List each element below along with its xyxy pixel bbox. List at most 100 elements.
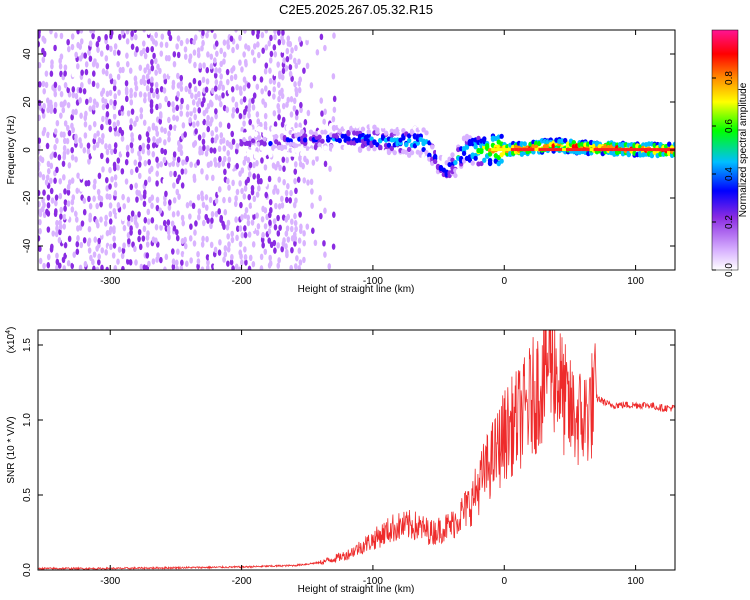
spectrogram-cell xyxy=(135,46,139,53)
spectrogram-cell xyxy=(109,98,113,106)
spectrogram-cell xyxy=(219,80,223,87)
spectrogram-cell xyxy=(179,85,184,92)
spectrogram-cell xyxy=(297,132,302,138)
spectrogram-cell xyxy=(212,204,217,212)
spectrogram-cell xyxy=(294,44,298,52)
spectrogram-peak-cell xyxy=(593,148,598,152)
spectrogram-cell xyxy=(58,178,63,185)
spectrogram-cell xyxy=(214,93,219,101)
spectrogram-cell xyxy=(146,107,151,114)
spectrogram-cell xyxy=(201,76,206,84)
spectrogram-cell xyxy=(302,240,306,247)
spectrogram-cell xyxy=(154,57,158,65)
spectrogram-cell xyxy=(263,164,268,171)
colorbar-tick-label: 0.6 xyxy=(724,119,735,133)
spectrogram-cell xyxy=(280,202,285,209)
spectrogram-cell xyxy=(149,86,154,94)
spectrogram-cell xyxy=(223,245,228,252)
spectrogram-cell xyxy=(311,227,315,234)
spectrogram-cell xyxy=(230,130,235,138)
spectrogram-cell xyxy=(143,189,147,196)
spectrogram-cell xyxy=(38,30,41,35)
spectrogram-cell xyxy=(101,132,105,140)
spectrogram-cell xyxy=(113,99,117,107)
spectrogram-cell xyxy=(255,83,260,90)
spectrogram-cell xyxy=(273,258,278,266)
spectrogram-cell xyxy=(208,254,213,262)
spectrogram-cell xyxy=(180,182,185,189)
spectrogram-cell xyxy=(104,69,109,77)
spectrogram-cell xyxy=(285,156,289,164)
spectrogram-cell xyxy=(66,86,70,94)
spectrogram-cell xyxy=(259,178,263,185)
spectrogram-cell xyxy=(65,137,70,145)
spectrogram-cell xyxy=(158,102,162,110)
spectrogram-cell xyxy=(327,263,332,270)
spectrogram-cell xyxy=(179,110,184,117)
spectrogram-cell xyxy=(299,106,303,114)
spectrogram-cell xyxy=(649,152,655,158)
spectrogram-cell xyxy=(244,43,248,50)
top-y-ticks: -40 -20 0 20 40 xyxy=(22,48,675,253)
spectrogram-cell xyxy=(305,158,310,165)
spectrogram-cell xyxy=(276,242,280,249)
spectrogram-cell xyxy=(196,258,201,265)
spectrogram-cell xyxy=(197,214,201,221)
spectrogram-cell xyxy=(213,246,218,253)
spectrogram-cell xyxy=(263,101,268,109)
spectrogram-cell xyxy=(146,218,151,225)
spectrogram-cell xyxy=(278,224,282,231)
spectrogram-cell xyxy=(176,51,181,59)
spectrogram-cell xyxy=(290,235,295,242)
spectrogram-cell xyxy=(53,86,57,94)
spectrogram-cell xyxy=(260,157,264,164)
spectrogram-cell xyxy=(158,207,163,214)
spectrogram-peak-cell xyxy=(495,148,500,152)
spectrogram-cell xyxy=(290,246,294,254)
spectrogram-cell xyxy=(305,34,310,41)
spectrogram-cell xyxy=(284,230,289,237)
spectrogram-cell xyxy=(196,47,201,54)
spectrogram-cell xyxy=(260,31,265,39)
spectrogram-cell xyxy=(49,30,53,35)
spectrogram-cell xyxy=(219,101,223,108)
spectrogram-cell xyxy=(93,57,97,65)
spectrogram-cell xyxy=(145,241,150,248)
spectrogram-cell xyxy=(292,97,297,105)
spectrogram-cell xyxy=(164,95,168,103)
spectrogram-cell xyxy=(70,122,74,130)
spectrogram-cell xyxy=(479,147,484,153)
spectrogram-cell xyxy=(166,225,171,232)
spectrogram-peak-cell xyxy=(585,148,590,152)
spectrogram-cell xyxy=(118,33,122,41)
spectrogram-cell xyxy=(147,260,151,268)
spectrogram-cell xyxy=(285,196,289,204)
spectrogram-cell xyxy=(59,32,64,40)
top-x-tick-label: 100 xyxy=(627,276,644,287)
spectrogram-cell xyxy=(120,148,125,155)
spectrogram-cell xyxy=(96,46,100,53)
spectrogram-cell xyxy=(226,150,231,157)
spectrogram-cell xyxy=(109,110,114,117)
spectrogram-cell xyxy=(214,108,218,115)
spectrogram-cell xyxy=(167,136,171,143)
spectrogram-cell xyxy=(66,260,71,267)
spectrogram-cell xyxy=(84,168,88,176)
spectrogram-cell xyxy=(100,264,104,270)
spectrogram-cell xyxy=(84,110,88,118)
spectrogram-cell xyxy=(311,159,316,166)
spectrogram-cell xyxy=(209,160,213,167)
spectrogram-cell xyxy=(87,195,91,203)
spectrogram-cell xyxy=(158,118,163,125)
spectrogram-cell xyxy=(171,79,176,87)
spectrogram-cell xyxy=(80,220,85,227)
spectrogram-cell xyxy=(49,187,54,195)
spectrogram-cell xyxy=(122,242,126,249)
spectrogram-cell xyxy=(152,91,156,99)
spectrogram-cell xyxy=(142,200,147,208)
spectrogram-cell xyxy=(251,104,256,111)
spectrogram-cell xyxy=(206,259,210,266)
spectrogram-cell xyxy=(172,225,177,232)
